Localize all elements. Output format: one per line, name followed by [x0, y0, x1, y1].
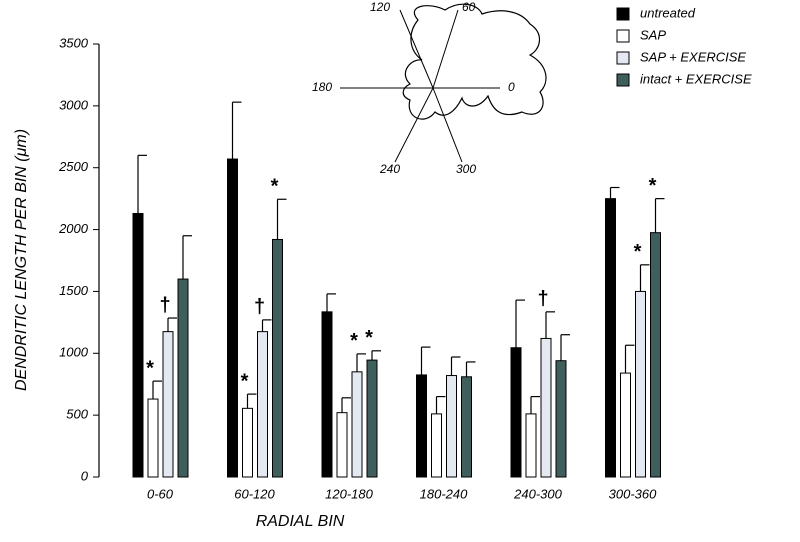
significance-marker: *: [146, 357, 154, 379]
significance-marker: †: [537, 288, 548, 310]
y-tick-label: 1000: [59, 345, 89, 360]
bar: [510, 347, 522, 478]
y-tick-label: 500: [66, 407, 88, 422]
legend-swatch: [616, 7, 630, 21]
inset-angle-label: 180: [312, 80, 332, 94]
x-tick-label: 120-180: [325, 486, 373, 501]
inset-line: [432, 87, 463, 163]
bar: [257, 331, 268, 478]
legend-label: SAP + EXERCISE: [640, 49, 746, 64]
bar: [351, 371, 363, 478]
bar: [635, 290, 646, 478]
significance-marker: *: [634, 241, 642, 263]
significance-marker: *: [649, 175, 657, 197]
inset-angle-label: 300: [456, 162, 476, 176]
bar: [366, 359, 378, 478]
bar: [416, 374, 427, 478]
legend-swatch: [616, 73, 630, 87]
bar: [132, 212, 144, 478]
inset-line: [399, 9, 434, 89]
y-tick-label: 3000: [59, 97, 89, 112]
bar: [177, 278, 189, 478]
x-tick-label: 60-120: [234, 486, 275, 501]
bar: [242, 407, 253, 478]
x-tick-label: 0-60: [147, 486, 174, 501]
y-tick-label: 1500: [59, 283, 89, 298]
x-tick-label: 240-300: [513, 486, 562, 501]
legend-swatch: [616, 29, 630, 43]
legend-label: SAP: [640, 27, 666, 42]
bar: [605, 198, 616, 478]
x-tick-label: 180-240: [420, 486, 468, 501]
bar: [272, 238, 283, 478]
legend-label: intact + EXERCISE: [640, 71, 752, 86]
bar: [162, 331, 174, 478]
bar: [147, 398, 159, 478]
significance-marker: †: [254, 296, 265, 318]
bar: [650, 232, 661, 478]
inset-angle-label: 60: [462, 0, 476, 14]
bar: [227, 158, 238, 478]
inset-angle-label: 0: [508, 80, 515, 94]
bar: [461, 376, 472, 478]
x-tick-label: 300-360: [609, 486, 657, 501]
significance-marker: *: [365, 327, 373, 349]
inset-line: [394, 87, 434, 163]
bar: [620, 372, 631, 478]
bar: [446, 375, 457, 478]
legend-label: untreated: [640, 5, 696, 20]
bar: [431, 413, 442, 478]
bar: [336, 412, 348, 478]
bar: [555, 360, 567, 478]
y-tick-label: 2500: [58, 159, 89, 174]
bar: [540, 337, 552, 478]
y-tick-label: 3500: [59, 35, 89, 50]
significance-marker: †: [159, 294, 170, 316]
y-axis-title: DENDRITIC LENGTH PER BIN (μm): [13, 129, 30, 391]
spinal-cord-outline: [402, 3, 547, 120]
y-tick-label: 0: [81, 468, 89, 483]
significance-marker: *: [271, 176, 279, 198]
x-axis-title: RADIAL BIN: [256, 513, 345, 530]
bar: [525, 413, 537, 478]
inset-angle-label: 120: [370, 0, 390, 14]
inset-angle-label: 240: [379, 162, 400, 176]
legend-swatch: [616, 51, 630, 65]
significance-marker: *: [350, 330, 358, 352]
y-tick-label: 2000: [58, 221, 89, 236]
significance-marker: *: [241, 370, 249, 392]
inset-line: [432, 9, 459, 89]
bar: [321, 311, 333, 478]
